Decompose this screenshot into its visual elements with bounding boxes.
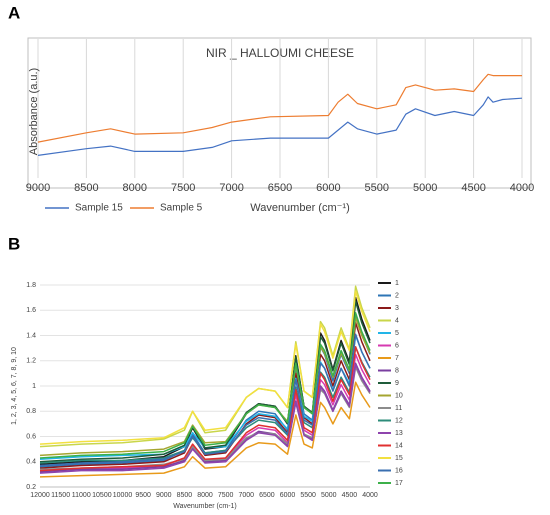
x-tick-label: 8500 xyxy=(177,492,193,499)
x-tick-label: 10500 xyxy=(92,492,112,499)
y-tick-label: 0.4 xyxy=(26,459,36,466)
x-tick-label: 6000 xyxy=(316,182,340,194)
x-tick-label: 11000 xyxy=(72,492,91,499)
x-tick-label: 4000 xyxy=(510,182,534,194)
x-tick-label: 5500 xyxy=(365,182,389,194)
x-tick-label: 10000 xyxy=(113,492,133,499)
panel-label: B xyxy=(8,234,20,253)
legend-label: 10 xyxy=(395,392,403,399)
legend-label: 17 xyxy=(395,480,403,487)
x-tick-label: 7500 xyxy=(171,182,195,194)
x-tick-label: 8000 xyxy=(197,492,213,499)
legend-label: 3 xyxy=(395,305,399,312)
series-line xyxy=(39,363,371,474)
x-tick-label: 7000 xyxy=(219,182,243,194)
series-line xyxy=(39,381,371,478)
x-tick-label: 7500 xyxy=(218,492,234,499)
series-line xyxy=(39,290,371,445)
y-tick-label: 0.6 xyxy=(26,433,36,440)
x-tick-label: 6000 xyxy=(280,492,296,499)
x-axis-label: Wavenumber (cm-1) xyxy=(173,503,237,510)
x-tick-label: 6500 xyxy=(259,492,275,499)
x-tick-label: 12000 xyxy=(30,492,50,499)
series-line xyxy=(39,346,371,472)
x-tick-label: 6500 xyxy=(268,182,292,194)
y-axis-label: Absorbance (a.u.) xyxy=(28,68,40,155)
y-tick-label: 0.2 xyxy=(26,484,36,491)
x-tick-label: 4500 xyxy=(342,492,358,499)
x-tick-label: 5000 xyxy=(321,492,337,499)
legend-label: 15 xyxy=(395,455,403,462)
x-tick-label: 4500 xyxy=(461,182,485,194)
x-tick-label: 11500 xyxy=(51,492,70,499)
y-tick-label: 1.4 xyxy=(26,332,36,339)
legend-label: 2 xyxy=(395,292,399,299)
series-line xyxy=(37,96,523,156)
legend-label: 7 xyxy=(395,355,399,362)
y-tick-label: 0.8 xyxy=(26,408,36,415)
series-line xyxy=(39,296,371,466)
legend-label: 6 xyxy=(395,342,399,349)
legend-label: 1 xyxy=(395,280,399,287)
plot-frame xyxy=(27,37,532,189)
x-tick-label: 9000 xyxy=(156,492,172,499)
legend-label: 16 xyxy=(395,467,403,474)
y-axis-label: 1, 2, 3, 4, 5, 6, 7, 8, 9, 10 xyxy=(11,347,18,425)
legend-label: 9 xyxy=(395,380,399,387)
x-tick-label: 4000 xyxy=(362,492,378,499)
legend-label: 4 xyxy=(395,317,399,324)
legend-label: Sample 15 xyxy=(75,203,123,214)
panel-label: A xyxy=(8,3,20,22)
y-tick-label: 1.6 xyxy=(26,307,36,314)
legend-label: 14 xyxy=(395,442,403,449)
legend-label: Sample 5 xyxy=(160,203,203,214)
x-tick-label: 8500 xyxy=(74,182,98,194)
legend-label: 13 xyxy=(395,430,403,437)
x-tick-label: 9000 xyxy=(26,182,50,194)
series-line xyxy=(37,73,522,143)
x-tick-label: 9500 xyxy=(135,492,151,499)
x-tick-label: 7000 xyxy=(238,492,254,499)
y-tick-label: 1.8 xyxy=(26,282,36,289)
x-tick-label: 5500 xyxy=(300,492,316,499)
x-axis-label: Wavenumber (cm⁻¹) xyxy=(250,202,350,214)
legend-label: 8 xyxy=(395,367,399,374)
legend-label: 12 xyxy=(395,417,403,424)
legend-label: 11 xyxy=(395,405,402,412)
x-tick-label: 8000 xyxy=(123,182,147,194)
series-line xyxy=(39,333,371,467)
x-tick-label: 5000 xyxy=(413,182,437,194)
series-line xyxy=(39,346,371,464)
y-tick-label: 1 xyxy=(32,383,36,390)
legend-label: 5 xyxy=(395,330,399,337)
series-line xyxy=(39,312,371,459)
y-tick-label: 1.2 xyxy=(26,358,36,365)
